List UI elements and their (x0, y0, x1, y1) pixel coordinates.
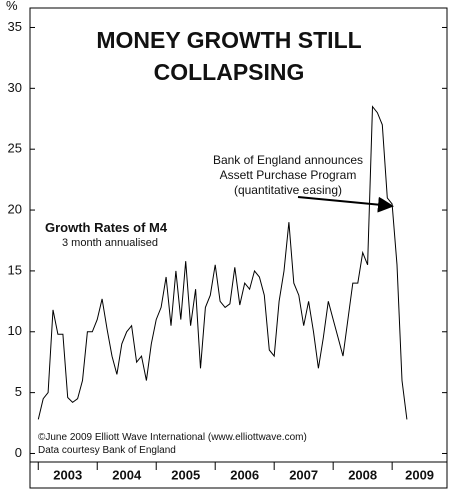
legend-subtitle: 3 month annualised (62, 237, 158, 249)
y-tick-label: 35 (8, 19, 22, 34)
y-tick-label: 25 (8, 141, 22, 156)
annotation: Assett Purchase Program (220, 168, 357, 182)
y-tick-label: 0 (15, 445, 22, 460)
x-tick-label: 2006 (230, 467, 259, 482)
y-tick-label: 30 (8, 80, 22, 95)
y-tick-label: 20 (8, 201, 22, 216)
annotation: (quantitative easing) (234, 183, 342, 197)
x-tick-label: 2009 (405, 467, 434, 482)
credit: Data courtesy Bank of England (38, 445, 176, 456)
x-tick-label: 2008 (348, 467, 377, 482)
data-line (37, 105, 408, 420)
annotation-arrow (297, 196, 394, 213)
x-axis-frame (29, 461, 448, 489)
legend-title: Growth Rates of M4 (45, 220, 168, 235)
annotation: Bank of England announces (213, 153, 363, 167)
chart-title: MONEY GROWTH STILL (96, 27, 361, 53)
x-tick-label: 2007 (289, 467, 318, 482)
x-tick-label: 2004 (112, 467, 142, 482)
x-tick-label: 2005 (171, 467, 200, 482)
y-tick-label: 5 (15, 384, 22, 399)
y-unit: % (6, 0, 18, 13)
credit: ©June 2009 Elliott Wave International (w… (38, 432, 307, 443)
x-tick-label: 2003 (53, 467, 82, 482)
y-tick-label: 15 (8, 262, 22, 277)
chart-title: COLLAPSING (154, 59, 305, 85)
y-tick-label: 10 (8, 323, 22, 338)
